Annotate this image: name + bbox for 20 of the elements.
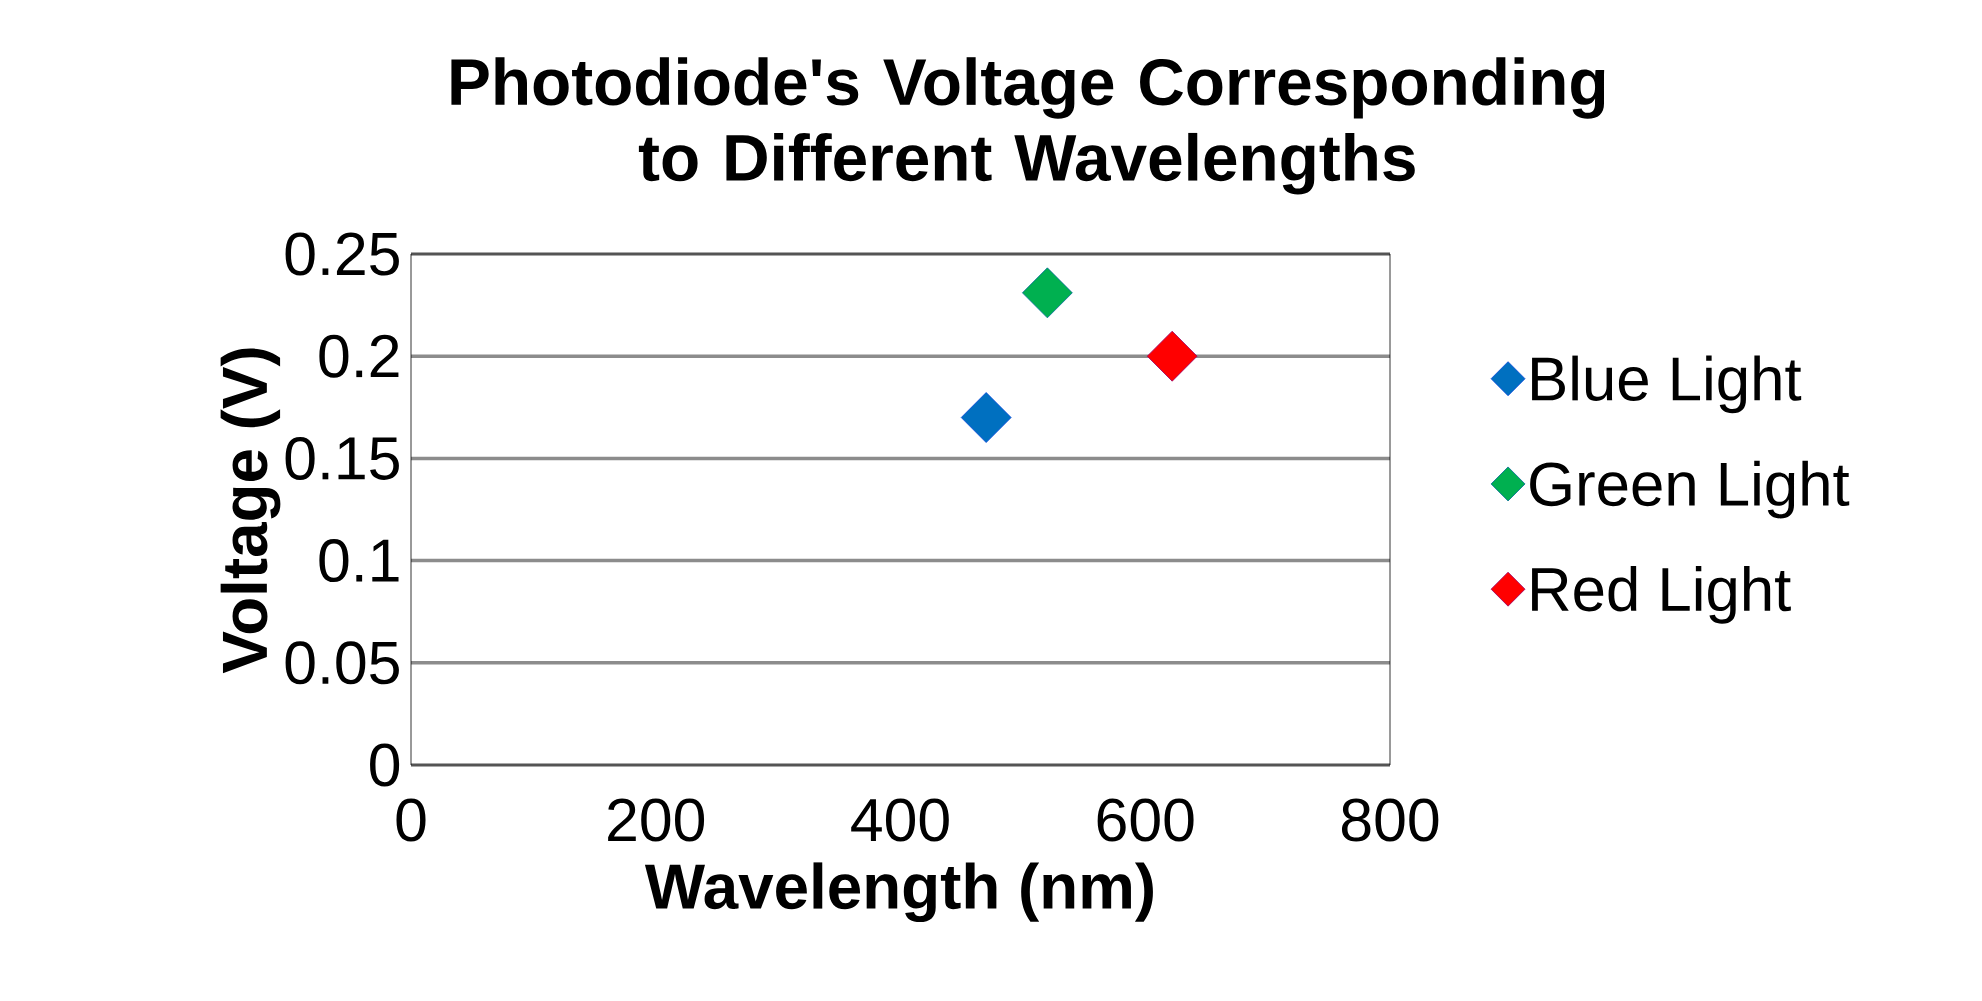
point [1146, 330, 1198, 382]
legend-label: Red Light [1532, 566, 1791, 624]
point [960, 392, 1012, 443]
chart-title: Photodiode's Voltage Corresponding to Different Wavelengths [451, 57, 1605, 195]
y-tick-label: 0.05 [285, 641, 399, 685]
y-tick-label: 0.25 [285, 232, 399, 276]
point [1022, 267, 1073, 319]
legend-label: Blue Light [1532, 355, 1802, 414]
y-axis-title: Voltage (V) [220, 348, 281, 674]
x-tick-label: 0 [396, 798, 426, 842]
y-tick-label: 0.1 [319, 539, 399, 583]
legend-label: Green Light [1530, 460, 1850, 519]
y-tick-label: 0.2 [319, 334, 399, 378]
x-tick-label: 200 [608, 798, 705, 842]
x-tick-label: 400 [851, 798, 949, 842]
y-tick-label: 0.15 [285, 436, 399, 480]
y-tick-label: 0 [370, 743, 400, 787]
x-tick-label: 600 [1097, 798, 1194, 842]
x-tick-label: 800 [1341, 798, 1439, 842]
x-axis-title: Wavelength (nm) [644, 862, 1153, 923]
